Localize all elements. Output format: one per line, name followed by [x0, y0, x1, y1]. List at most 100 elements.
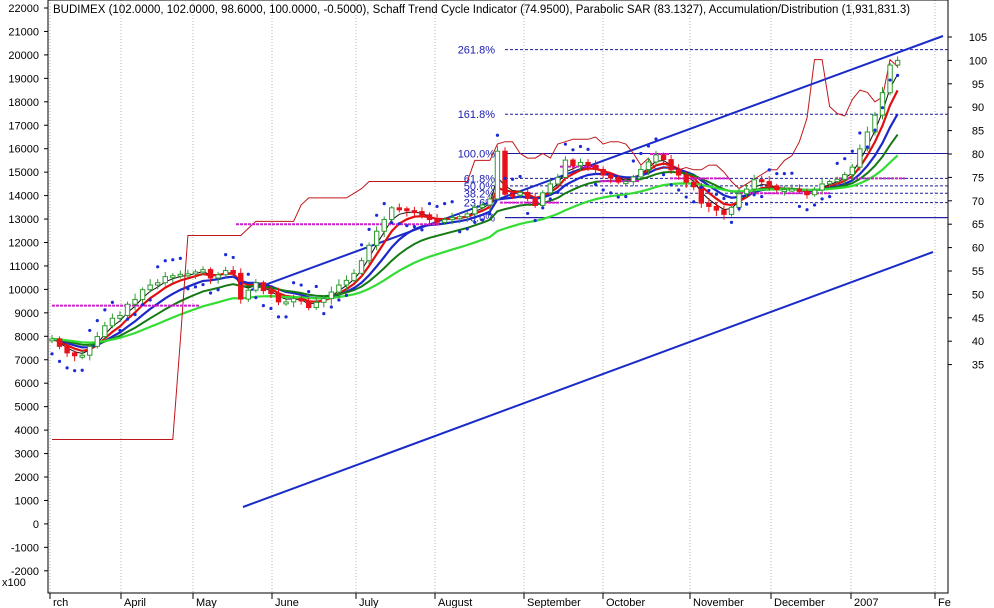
sar-dot [601, 188, 605, 192]
sar-dot [307, 289, 311, 294]
sar-dot [292, 281, 296, 285]
sar-dot [684, 195, 688, 199]
left-tick-label: 9000 [15, 308, 39, 320]
candle-body [592, 164, 599, 170]
sar-dot [420, 228, 424, 232]
right-tick-label: 65 [972, 219, 984, 231]
left-tick-label: 11000 [9, 261, 39, 273]
sar-dot [737, 207, 741, 211]
sar-dot [344, 293, 349, 297]
candle-body [222, 270, 229, 276]
sar-dot [337, 298, 341, 302]
candle-body [358, 260, 365, 274]
sar-dot [556, 190, 560, 194]
candle-body [517, 191, 523, 196]
candle-body [532, 197, 538, 206]
sar-dot [752, 193, 756, 197]
candle-body [879, 92, 886, 116]
right-tick-label: 100 [969, 55, 987, 67]
left-tick-label: 21000 [8, 26, 39, 38]
candle-body [298, 298, 304, 302]
right-tick-label: 80 [972, 149, 984, 161]
sar-dot [639, 151, 643, 156]
candle-body [283, 301, 289, 305]
sar-dot [201, 282, 205, 287]
sar-dot [216, 288, 220, 292]
candle-body [774, 185, 780, 191]
sar-dot [797, 204, 802, 209]
sar-dot [397, 222, 401, 226]
sar-dot [843, 157, 847, 161]
candle-body [796, 188, 803, 192]
x-tick-label: September [527, 597, 581, 608]
candle-body [56, 338, 63, 347]
candle-body [389, 207, 395, 221]
candle-body [675, 169, 682, 176]
candle-body [102, 325, 108, 338]
sar-dot [873, 128, 877, 132]
sar-dot [412, 224, 416, 229]
candle-body [577, 161, 584, 167]
sar-dot [707, 188, 711, 193]
candle-body [494, 150, 501, 200]
sar-dot [480, 218, 484, 222]
candle-body [343, 279, 350, 286]
candle-body [872, 114, 878, 133]
sar-dot [586, 147, 590, 151]
candle-body [743, 188, 750, 195]
candle-body [781, 189, 788, 193]
sar-dot [790, 171, 794, 175]
sar-dot [156, 265, 160, 269]
candle-body [124, 303, 131, 316]
candle-body [381, 219, 387, 232]
sar-dot [646, 144, 651, 148]
sar-dot [148, 298, 152, 302]
candle-body [751, 179, 757, 190]
candle-body [842, 174, 848, 180]
candle-body [185, 273, 191, 277]
x-axis: rch April May June July August September Octobe… [49, 593, 951, 608]
sar-dot [125, 317, 130, 321]
candle-body [268, 290, 274, 294]
sar-dot [50, 352, 54, 356]
sar-dot [692, 200, 696, 204]
x-tick-label: May [196, 597, 217, 608]
sar-dot [465, 227, 469, 231]
sar-dot [624, 194, 628, 199]
sar-dot [669, 183, 673, 187]
fib-label: 38.2% [464, 188, 495, 200]
sar-dot [820, 197, 824, 201]
sar-dot [57, 359, 62, 363]
candle-body [147, 284, 153, 291]
candle-body [457, 216, 463, 220]
sar-dot [835, 161, 839, 165]
candle-body [64, 345, 70, 354]
candle-body [306, 300, 312, 309]
sar-dot [775, 172, 779, 176]
candle-body [49, 338, 55, 342]
sar-dot [171, 258, 175, 262]
candle-body [555, 176, 561, 185]
sar-dot [118, 328, 122, 333]
candle-body [230, 270, 236, 274]
sar-dot [193, 285, 198, 289]
candle-body [509, 193, 516, 197]
sar-dot [510, 177, 515, 181]
x-tick-label: rch [53, 597, 68, 608]
candle-body [472, 206, 478, 215]
sar-dot [276, 315, 281, 319]
sar-dot [246, 272, 250, 276]
candle-body [570, 159, 576, 167]
candle-body [608, 174, 614, 179]
candle-body [290, 298, 297, 303]
right-tick-label: 35 [972, 360, 984, 372]
x-tick-label: December [774, 597, 825, 608]
fib-label: 61.8% [464, 173, 495, 185]
right-tick-label: 50 [972, 289, 984, 301]
left-tick-label: 6000 [15, 378, 39, 390]
sar-dot [533, 218, 537, 223]
sar-dot [888, 78, 892, 82]
candle-body [109, 317, 116, 327]
